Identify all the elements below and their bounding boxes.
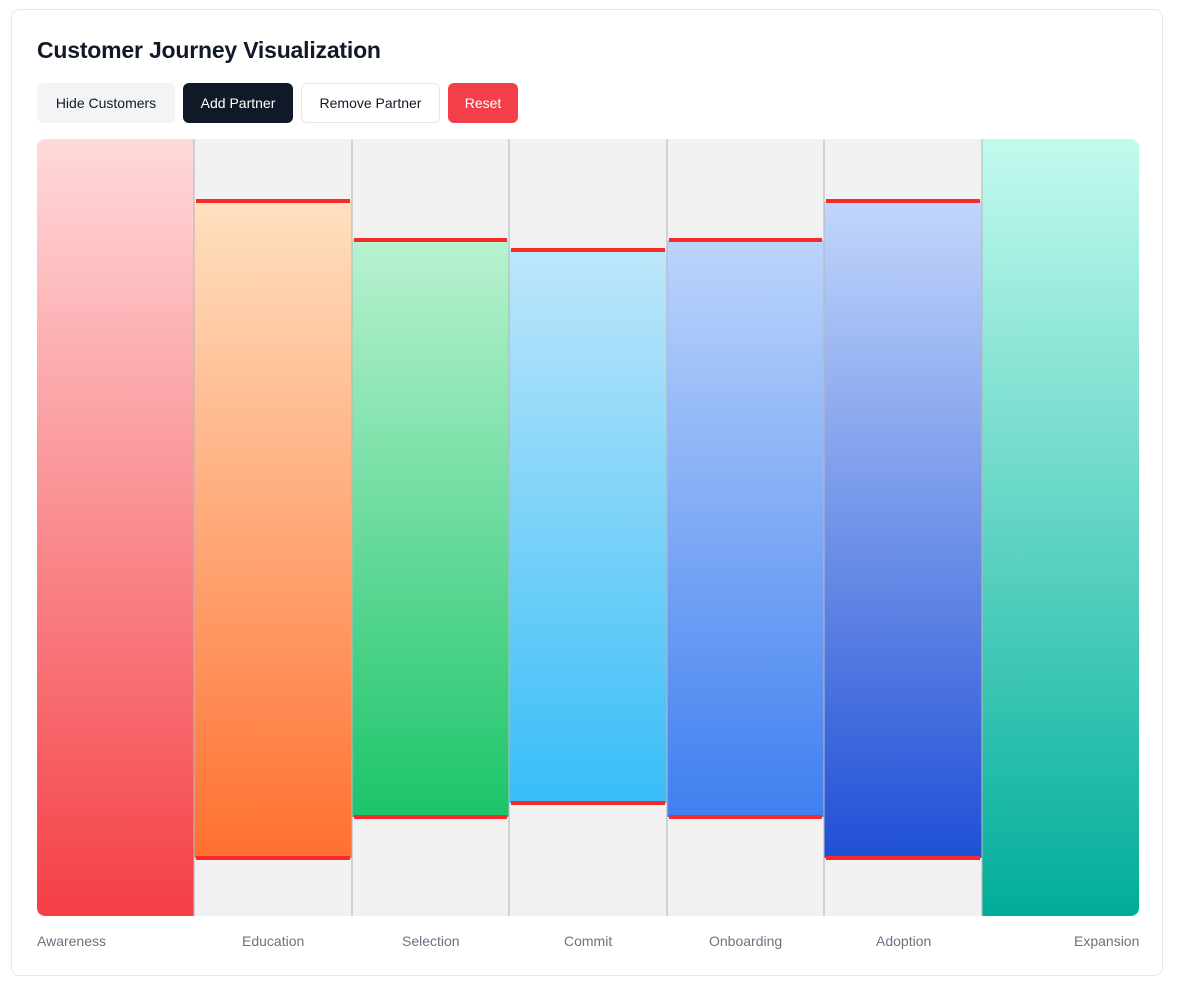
stage-label-education: Education	[242, 933, 305, 949]
stage-divider[interactable]	[981, 139, 983, 916]
threshold-line-top[interactable]	[511, 248, 665, 252]
threshold-line-top[interactable]	[826, 199, 980, 203]
journey-chart	[37, 139, 1139, 916]
stage-bar-adoption[interactable]	[824, 201, 982, 858]
stage-bar-onboarding[interactable]	[667, 240, 824, 817]
stage-label-awareness: Awareness	[37, 933, 107, 949]
threshold-line-bottom[interactable]	[196, 856, 350, 860]
stage-divider[interactable]	[351, 139, 353, 916]
add-partner-button[interactable]: Add Partner	[183, 83, 293, 123]
stage-bar-awareness[interactable]	[37, 139, 194, 916]
stage-divider[interactable]	[666, 139, 668, 916]
stage-divider[interactable]	[823, 139, 825, 916]
page-title: Customer Journey Visualization	[37, 37, 381, 63]
remove-partner-button[interactable]: Remove Partner	[301, 83, 440, 123]
reset-button[interactable]: Reset	[448, 83, 518, 123]
stage-divider[interactable]	[193, 139, 195, 916]
threshold-line-bottom[interactable]	[826, 856, 980, 860]
stage-label-onboarding: Onboarding	[709, 933, 783, 949]
threshold-line-bottom[interactable]	[511, 801, 665, 805]
stage-label-adoption: Adoption	[876, 933, 932, 949]
stage-bar-commit[interactable]	[509, 250, 667, 803]
visualization-card: Customer Journey Visualization Hide Cust…	[11, 9, 1163, 976]
threshold-line-bottom[interactable]	[354, 815, 507, 819]
stage-label-expansion: Expansion	[1074, 933, 1140, 949]
stage-divider[interactable]	[508, 139, 510, 916]
stage-label-selection: Selection	[402, 933, 460, 949]
threshold-line-top[interactable]	[354, 238, 507, 242]
stage-bar-education[interactable]	[194, 201, 352, 858]
stage-bar-expansion[interactable]	[982, 139, 1139, 916]
threshold-line-top[interactable]	[196, 199, 350, 203]
stage-label-commit: Commit	[564, 933, 613, 949]
threshold-line-top[interactable]	[669, 238, 822, 242]
threshold-line-bottom[interactable]	[669, 815, 822, 819]
stage-labels: Awareness Education Selection Commit Onboard…	[37, 933, 1139, 953]
stage-bar-selection[interactable]	[352, 240, 509, 817]
hide-customers-button[interactable]: Hide Customers	[37, 83, 175, 123]
